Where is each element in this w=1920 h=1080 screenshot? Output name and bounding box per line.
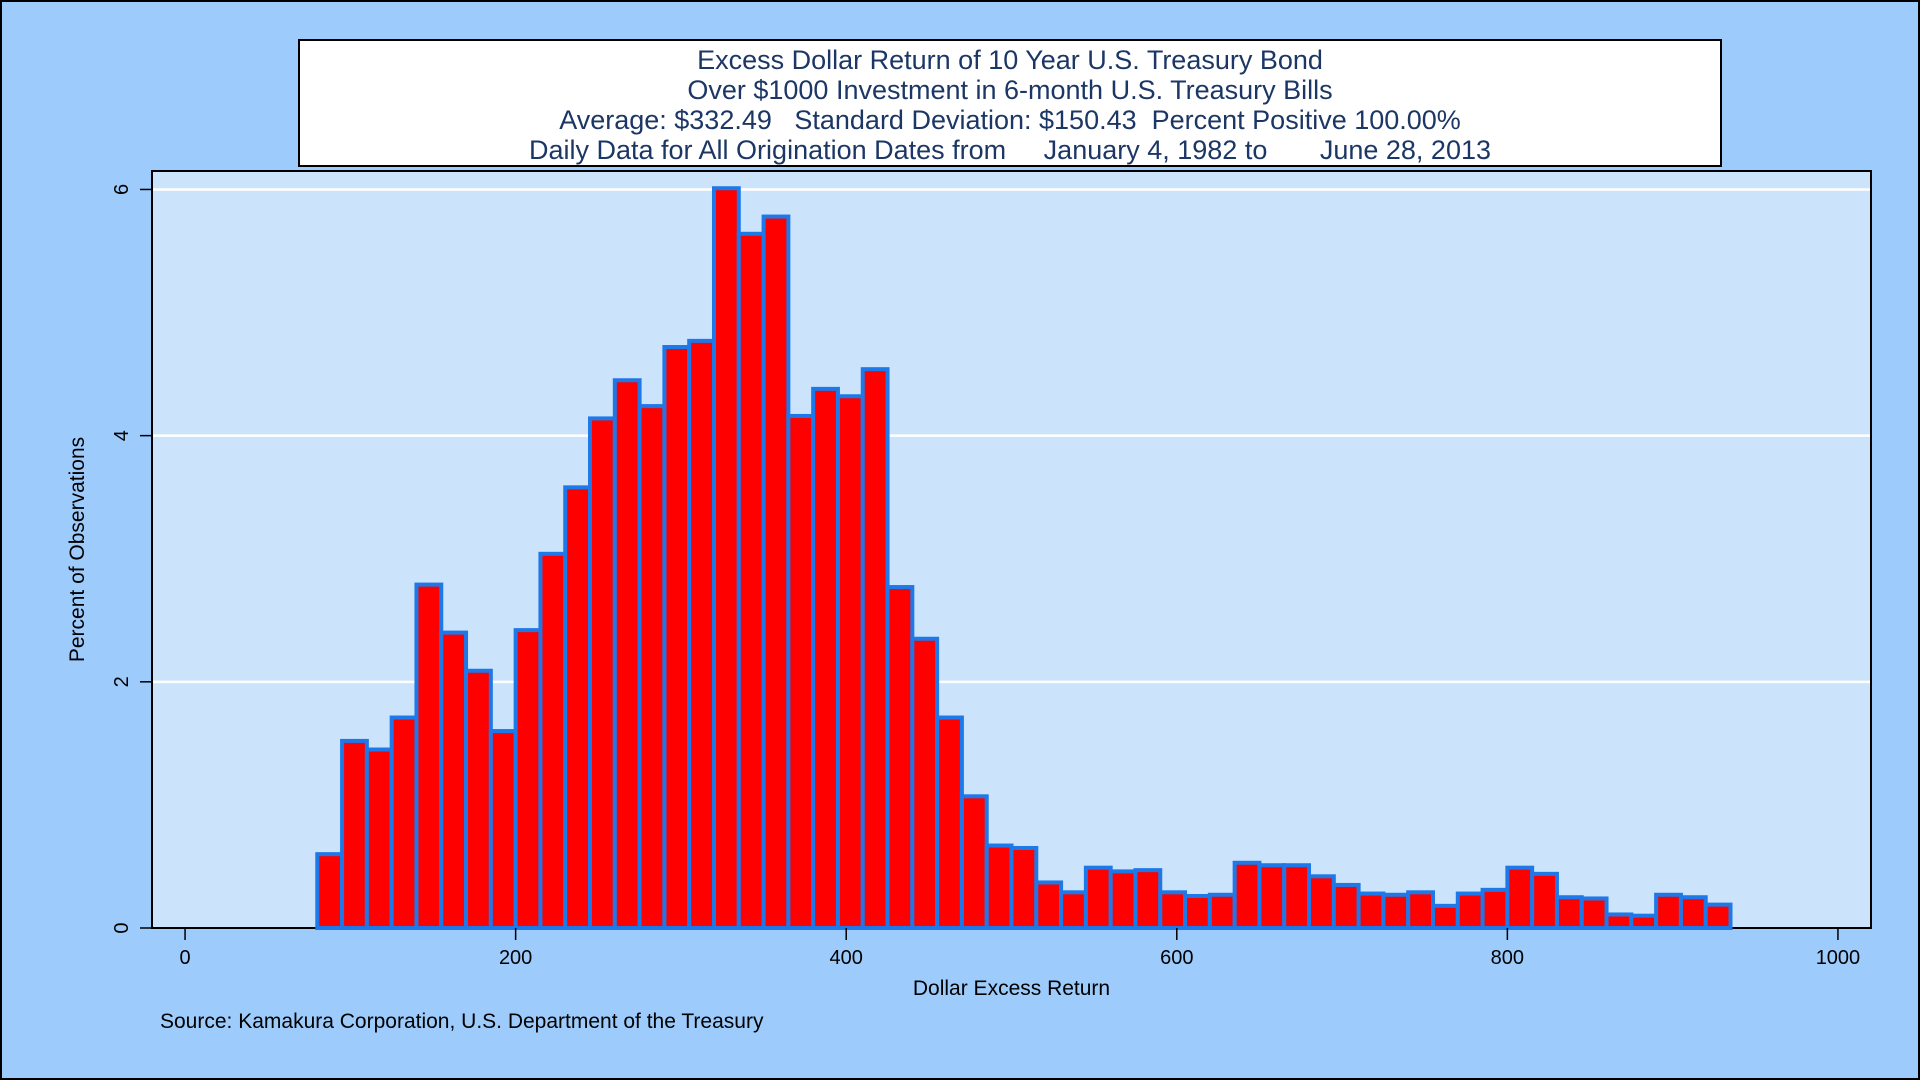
histogram-bar	[1331, 882, 1361, 931]
histogram-bar	[1554, 895, 1584, 931]
chart-date-range: Daily Data for All Origination Dates fro…	[528, 135, 1491, 165]
histogram-bar	[786, 413, 816, 931]
histogram-bar	[1133, 868, 1163, 930]
histogram-bar	[464, 668, 493, 930]
histogram-bar	[1158, 890, 1188, 931]
chart-title-box: Excess Dollar Return of 10 Year U.S. Tre…	[298, 39, 1722, 167]
histogram-bar	[364, 747, 394, 930]
histogram-bar	[488, 729, 518, 930]
histogram-bar	[1430, 903, 1460, 930]
histogram-bar	[1108, 869, 1138, 930]
histogram-bar	[588, 416, 617, 930]
histogram-bar	[1505, 865, 1535, 930]
histogram-bar	[513, 628, 543, 931]
histogram-bar	[1678, 895, 1708, 931]
x-tick-label: 800	[1491, 947, 1524, 969]
source-note: Source: Kamakura Corporation, U.S. Depar…	[160, 1010, 764, 1033]
histogram-bar	[1381, 892, 1411, 931]
histogram-bar	[711, 186, 741, 930]
x-tick-label: 400	[830, 947, 863, 969]
histogram-bar	[1629, 913, 1659, 930]
histogram-bar	[1480, 887, 1510, 931]
histogram-bar	[1183, 893, 1212, 931]
x-tick-label: 600	[1160, 947, 1193, 969]
histogram-bar	[1654, 892, 1683, 931]
histogram-bar	[1703, 902, 1733, 931]
histogram-bar	[389, 715, 419, 931]
histogram-bar	[1009, 845, 1039, 931]
histogram-bars	[315, 186, 1733, 931]
y-tick-label: 0	[111, 922, 133, 933]
histogram-bar	[736, 231, 766, 930]
histogram-bar	[340, 738, 369, 930]
histogram-bar	[984, 843, 1014, 931]
histogram-bar	[910, 636, 940, 930]
y-tick-label: 6	[111, 184, 133, 195]
histogram-bar	[885, 585, 915, 931]
histogram-bar	[662, 345, 692, 930]
histogram-bar	[1232, 860, 1262, 930]
histogram-bar	[1604, 912, 1634, 930]
histogram-bar	[1530, 871, 1559, 930]
histogram-bar	[959, 794, 989, 930]
histogram-bar	[935, 715, 964, 931]
histogram-bar	[1406, 890, 1435, 931]
y-tick-label: 2	[111, 676, 133, 687]
histogram-bar	[1307, 874, 1336, 930]
x-tick-label: 200	[499, 947, 532, 969]
y-axis-title: Percent of Observations	[66, 437, 89, 662]
x-axis-title: Dollar Excess Return	[913, 977, 1110, 1000]
histogram-bar	[1034, 880, 1064, 930]
x-tick-label: 1000	[1816, 947, 1861, 969]
histogram-bar	[1356, 891, 1386, 931]
histogram-bar	[811, 386, 840, 930]
histogram-bar	[637, 404, 667, 930]
histogram-bar	[1455, 891, 1485, 931]
histogram-bar	[1207, 892, 1237, 931]
histogram-bar	[439, 630, 469, 931]
histogram-bar	[315, 852, 345, 931]
histogram-bar	[761, 214, 791, 930]
histogram-bar	[538, 551, 568, 930]
histogram-bar	[1282, 863, 1312, 930]
histogram-bar	[1059, 890, 1088, 931]
histogram-bar	[414, 582, 444, 931]
histogram-bar	[612, 378, 642, 931]
histogram-bar	[687, 338, 716, 930]
axes: 0 200 400 600 800 1000 0 2 4 6	[111, 184, 1860, 969]
x-tick-label: 0	[179, 947, 190, 969]
histogram-bar	[835, 394, 865, 930]
chart-statistics: Average: $332.49 Standard Deviation: $15…	[559, 105, 1461, 135]
histogram-bar	[563, 485, 593, 930]
y-tick-label: 4	[111, 430, 133, 441]
histogram-bar	[860, 367, 890, 930]
histogram-bar	[1579, 896, 1609, 931]
histogram-bar	[1257, 863, 1287, 930]
chart-subtitle: Over $1000 Investment in 6-month U.S. Tr…	[687, 75, 1333, 105]
chart-title: Excess Dollar Return of 10 Year U.S. Tre…	[697, 45, 1323, 75]
histogram-bar	[1083, 865, 1113, 930]
